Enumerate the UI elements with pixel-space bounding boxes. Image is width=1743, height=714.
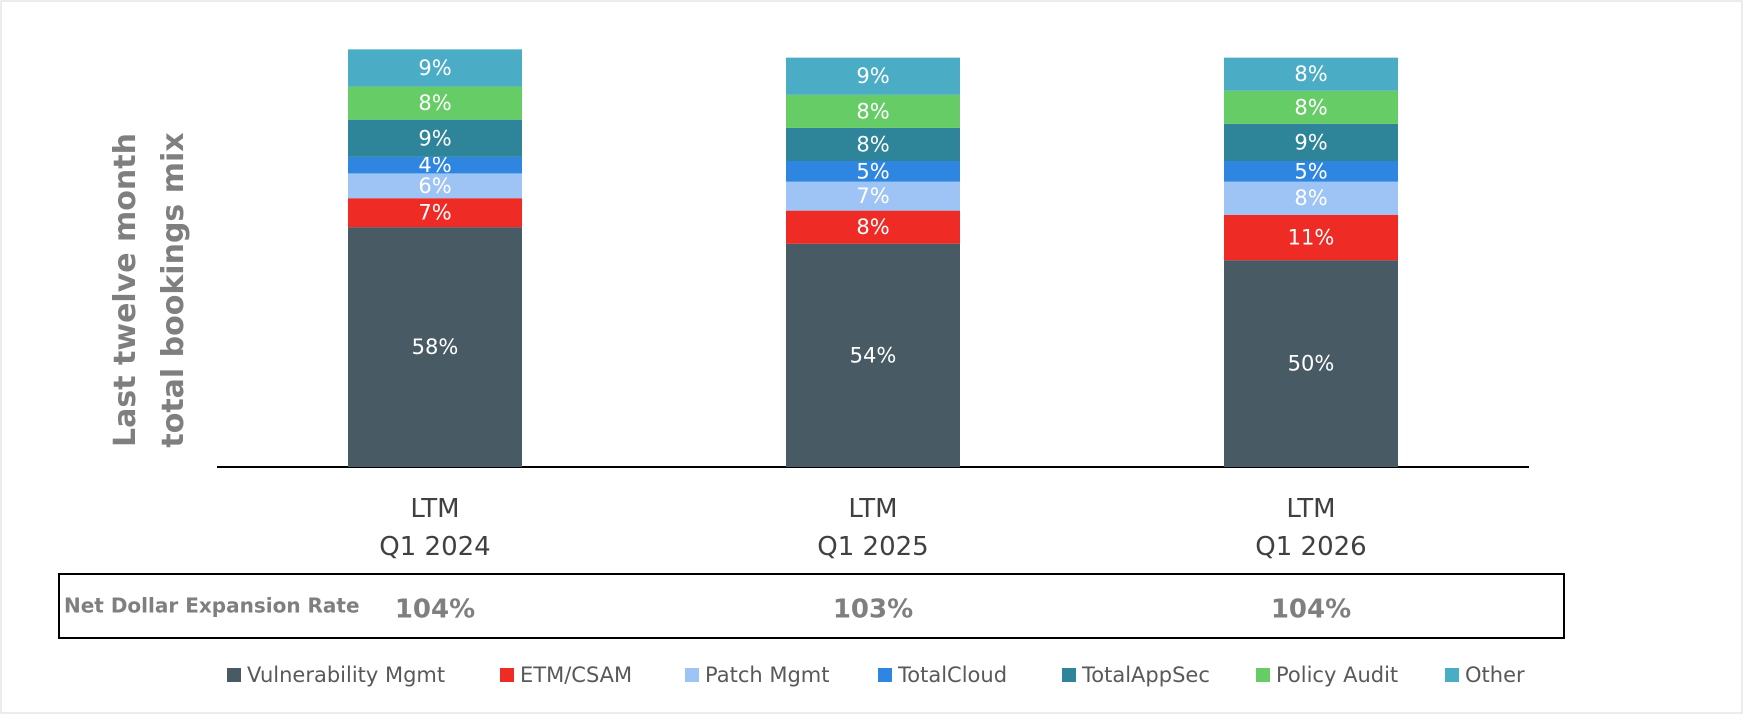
bar-segment — [786, 161, 960, 182]
data-label: 5% — [856, 159, 889, 183]
table-box — [58, 573, 1565, 639]
data-label: 58% — [412, 335, 459, 359]
table-value: 104% — [395, 595, 475, 625]
bar-segment — [1224, 260, 1398, 467]
data-label: 11% — [1288, 226, 1335, 250]
legend-label: TotalAppSec — [1081, 663, 1210, 687]
data-label: 8% — [856, 215, 889, 239]
data-label: 9% — [418, 126, 451, 150]
legend-label: Policy Audit — [1276, 663, 1398, 687]
x-tick-label: LTM Q1 2026 — [1255, 494, 1366, 562]
legend-swatch — [1256, 668, 1270, 682]
data-label: 5% — [1294, 159, 1327, 183]
legend-swatch — [1062, 668, 1076, 682]
bar-segment — [1224, 181, 1398, 215]
bar-segment — [1224, 214, 1398, 261]
text-line: total bookings mix — [156, 132, 191, 447]
legend-swatch — [500, 668, 514, 682]
bar-segment — [1224, 57, 1398, 91]
legend-label: Vulnerability Mgmt — [247, 663, 445, 687]
data-label: 8% — [1294, 95, 1327, 119]
bar-segment — [786, 127, 960, 162]
text-line: Q1 2026 — [1255, 532, 1366, 562]
bar-segment — [348, 156, 522, 174]
data-label: 6% — [418, 174, 451, 198]
text-line: Last twelve month — [108, 133, 143, 447]
table-value: 103% — [833, 595, 913, 625]
data-label: 8% — [856, 132, 889, 156]
data-label: 8% — [1294, 186, 1327, 210]
legend-swatch — [878, 668, 892, 682]
data-label: 8% — [1294, 62, 1327, 86]
bar-segment — [786, 57, 960, 95]
bar-segment — [348, 173, 522, 199]
data-label: 7% — [856, 184, 889, 208]
legend-swatch — [227, 668, 241, 682]
bar-segment — [786, 181, 960, 211]
x-tick-label: LTM Q1 2024 — [379, 494, 490, 562]
legend-label: ETM/CSAM — [520, 663, 632, 687]
y-axis-label: Last twelve month total bookings mix — [108, 132, 191, 447]
data-label: 8% — [418, 91, 451, 115]
bar-segment — [1224, 161, 1398, 182]
data-label: 50% — [1288, 352, 1335, 376]
legend-label: Other — [1465, 663, 1525, 687]
legend-label: TotalCloud — [897, 663, 1007, 687]
bar-segment — [1224, 123, 1398, 162]
legend-swatch — [685, 668, 699, 682]
bar-segment — [348, 119, 522, 157]
data-label: 54% — [850, 343, 897, 367]
data-label: 8% — [856, 99, 889, 123]
bar-segment — [348, 86, 522, 120]
text-line: LTM — [410, 494, 459, 524]
data-label: 7% — [418, 201, 451, 225]
legend-label: Patch Mgmt — [705, 663, 830, 687]
bar-segment — [786, 210, 960, 244]
bar-segment — [1224, 90, 1398, 124]
data-label: 4% — [418, 153, 451, 177]
data-label: 9% — [418, 56, 451, 80]
bar-segment — [348, 198, 522, 228]
legend-swatch — [1445, 668, 1459, 682]
table-label: Net Dollar Expansion Rate — [64, 594, 360, 618]
bar-segment — [786, 94, 960, 128]
text-line: LTM — [848, 494, 897, 524]
data-label: 9% — [1294, 130, 1327, 154]
bar-segment — [348, 227, 522, 467]
text-line: Q1 2024 — [379, 532, 490, 562]
x-tick-label: LTM Q1 2025 — [817, 494, 928, 562]
text-line: Q1 2025 — [817, 532, 928, 562]
bar-segment — [786, 243, 960, 467]
bar-segment — [348, 49, 522, 87]
table-value: 104% — [1271, 595, 1351, 625]
text-line: LTM — [1286, 494, 1335, 524]
data-label: 9% — [856, 64, 889, 88]
